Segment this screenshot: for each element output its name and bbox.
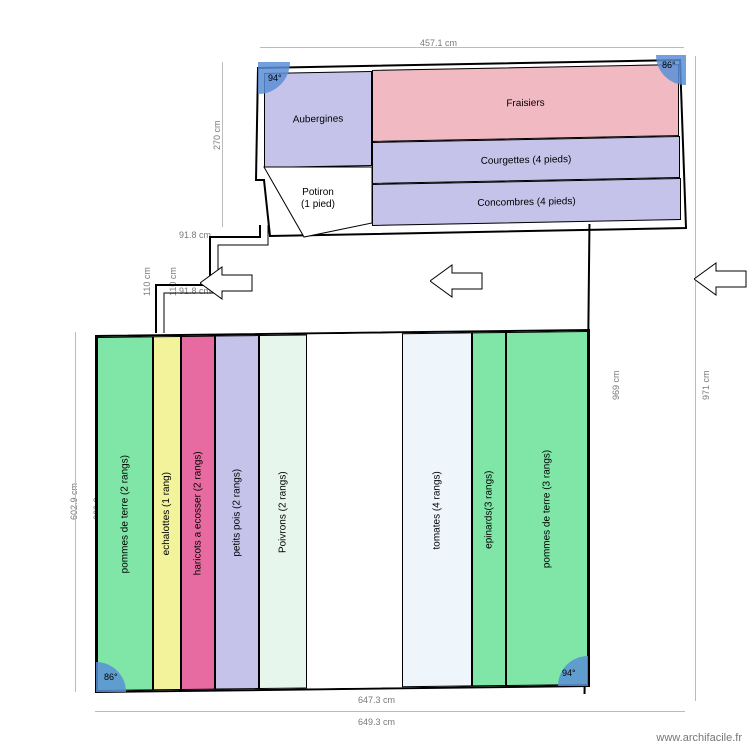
dimline [260,47,684,48]
crop-label: tomates (4 rangs) [432,471,443,550]
zone-potiron: Potiron (1 pied) [264,167,374,239]
dim-right-h2: 969 cm [611,370,621,400]
crop-column [307,333,402,688]
crop-column: echalottes (1 rang) [153,336,181,690]
dimline [222,62,223,227]
dimline [695,56,696,701]
crop-label: Poivrons (2 rangs) [278,471,289,553]
crop-column: pommes de terre (2 rangs) [97,336,153,691]
crop-label: epinards(3 rangs) [484,470,495,549]
arrow-left-2 [430,261,486,301]
crop-label: haricots a ecosser (2 rangs) [193,451,204,575]
crop-label: petits pois (2 rangs) [232,468,243,556]
garden-plan: 457.1 cm 455.1 cm 270 cm 270 cm 91.8 cm … [0,0,750,750]
zone-concombres: Concombres (4 pieds) [372,178,681,226]
svg-text:Potiron: Potiron [302,187,334,198]
label: Concombres (4 pieds) [477,196,575,209]
watermark: www.archifacile.fr [656,732,742,744]
angle: 94° [562,668,576,678]
crop-column: petits pois (2 rangs) [215,335,259,690]
label: Fraisiers [506,97,544,109]
zone-fraisiers: Fraisiers [372,64,679,142]
dim-upper-h: 270 cm [212,120,222,150]
crop-column: haricots a ecosser (2 rangs) [181,336,215,690]
dimline [95,711,685,712]
dimline [75,332,76,692]
label: Courgettes (4 pieds) [481,154,572,167]
angle: 86° [104,672,118,682]
angle: 94° [268,73,282,83]
crop-column: pommes de terre (3 rangs) [506,331,588,686]
dim-bottom: 649.3 cm [358,717,395,727]
dim-right-h: 971 cm [701,370,711,400]
angle: 86° [662,60,676,70]
dim-bottom-inner: 647.3 cm [358,695,395,705]
crop-label: pommes de terre (3 rangs) [542,449,553,568]
lower-columns: pommes de terre (2 rangs) echalottes (1 r… [97,331,588,691]
crop-column: epinards(3 rangs) [472,332,506,686]
dim-lh2: 602.9 cm [69,483,79,520]
arrow-left-3 [694,259,750,299]
crop-column: Poivrons (2 rangs) [259,334,307,689]
zone-courgettes: Courgettes (4 pieds) [372,136,680,184]
crop-label: pommes de terre (2 rangs) [120,454,131,573]
label: Aubergines [293,114,344,126]
crop-column: tomates (4 rangs) [402,332,472,687]
crop-label: echalottes (1 rang) [162,471,173,555]
svg-text:(1 pied): (1 pied) [301,199,335,210]
arrow-left-1 [200,263,256,303]
